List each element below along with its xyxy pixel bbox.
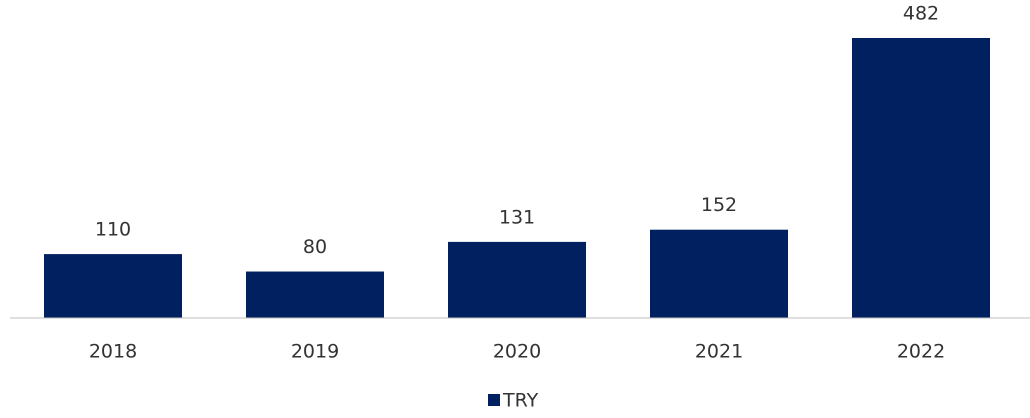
data-label: 110 (95, 219, 131, 241)
bar (650, 229, 788, 318)
bar (448, 241, 586, 318)
data-label: 80 (303, 236, 327, 258)
data-label: 152 (701, 194, 737, 216)
bar (44, 254, 182, 318)
legend-label: TRY (502, 390, 539, 412)
legend-swatch (488, 394, 500, 406)
x-tick-label: 2019 (291, 341, 339, 363)
bar (852, 38, 990, 318)
x-tick-label: 2022 (897, 341, 945, 363)
x-tick-label: 2021 (695, 341, 743, 363)
x-tick-label: 2020 (493, 341, 541, 363)
bar (246, 271, 384, 318)
data-label: 482 (903, 3, 939, 25)
x-tick-label: 2018 (89, 341, 137, 363)
data-label: 131 (499, 206, 535, 228)
